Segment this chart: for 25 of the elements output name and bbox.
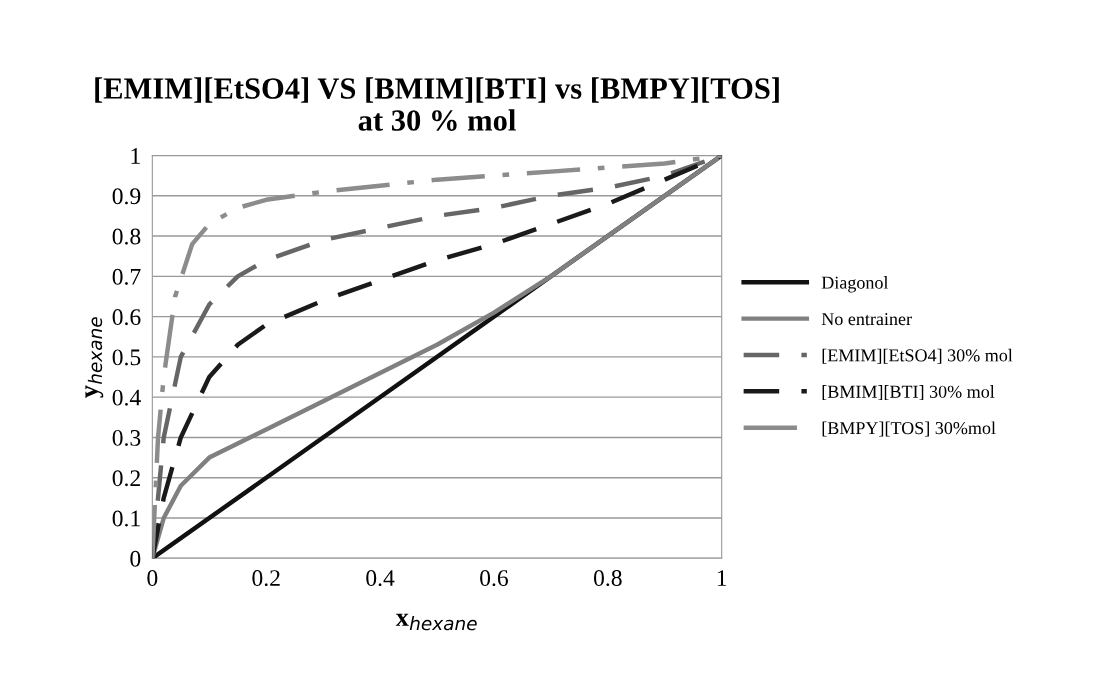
legend-label: No entrainer — [821, 313, 912, 326]
x-tick-label: 0.4 — [366, 570, 395, 587]
x-tick-label: 0.8 — [593, 570, 622, 587]
chart-title: [EMIM][EtSO4] VS [BMIM][BTI] vs [BMPY][TOS] at 30 % mol — [95, 77, 779, 131]
legend-label: [BMIM][BTI] 30% mol — [822, 385, 995, 401]
y-tick-label: 0.3 — [112, 429, 141, 446]
x-tick-label: 0.6 — [480, 570, 508, 587]
x-tick-label: 0 — [147, 570, 158, 586]
y-tick-label: 0.2 — [112, 470, 140, 487]
y-tick-label: 0.6 — [112, 309, 141, 326]
y-tick-label: 1 — [131, 148, 140, 164]
y-tick-label: 0.4 — [112, 389, 141, 406]
y-tick-label: 0.7 — [112, 268, 141, 285]
x-tick-label: 0.2 — [252, 570, 280, 587]
y-tick-label: 0.5 — [112, 349, 141, 366]
y-tick-label: 0.9 — [112, 188, 141, 205]
x-tick-label: 1 — [717, 570, 727, 586]
legend-label: Diagonol — [821, 276, 889, 293]
legend-label: [EMIM][EtSO4] 30% mol — [822, 348, 1013, 364]
legend-label: [BMPY][TOS] 30%mol — [822, 421, 996, 437]
y-tick-label: 0.1 — [112, 510, 140, 527]
x-axis-title: x$_{hexane}$ — [395, 613, 477, 631]
y-tick-label: 0 — [130, 550, 141, 567]
y-tick-label: 0.8 — [112, 228, 141, 245]
y-axis-title: y$_{hexane}$ — [85, 317, 104, 398]
